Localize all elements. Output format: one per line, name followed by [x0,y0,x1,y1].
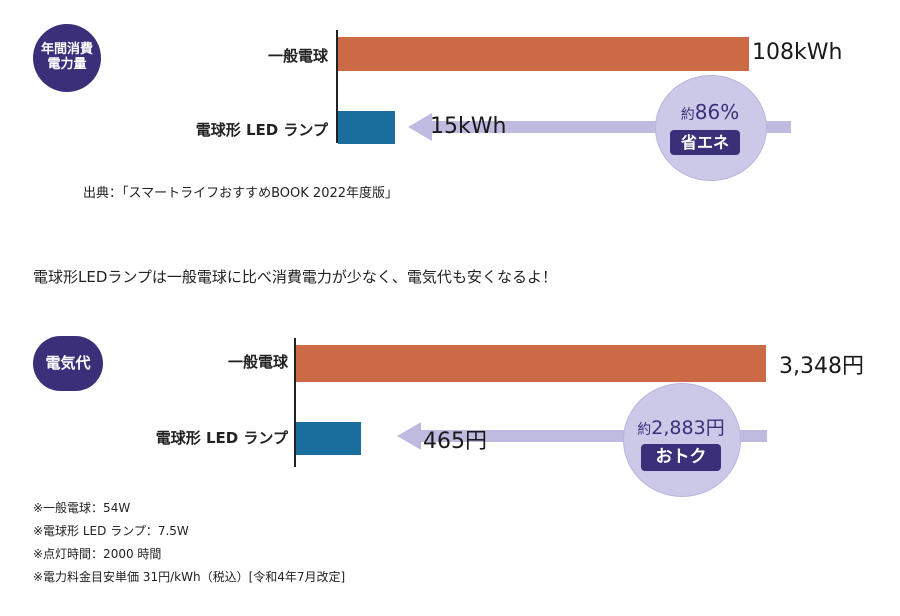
axis-line [294,338,296,467]
savings-bubble [655,75,767,181]
footnote-2: ※電球形 LED ランプ：7.5W [33,524,189,538]
cost-badge: 電気代 [33,336,103,391]
bar-incandescent [296,345,766,382]
savings-prefix: 約 [637,422,652,438]
bar-incandescent [338,37,749,71]
source-citation: 出典：「スマートライフおすすめBOOK 2022年度版」 [83,186,399,201]
category-label-incandescent: 一般電球 [227,353,288,371]
value-label-incandescent: 3,348円 [779,354,864,379]
category-label-led: 電球形 LED ランプ [155,429,288,447]
value-label-led: 465円 [423,429,487,454]
value-label-led: 15kWh [430,114,507,139]
footnote-3: ※点灯時間：2000 時間 [33,547,162,561]
bar-led [296,422,361,455]
axis-line [336,30,338,143]
badge-line-1: 電気代 [45,354,91,373]
value-label-incandescent: 108kWh [752,40,843,65]
badge-line-2: 電力量 [47,57,87,72]
savings-amount: 約86% [655,100,765,124]
badge-line-1: 年間消費 [40,42,93,58]
caption-text: 電球形LEDランプは一般電球に比べ消費電力が少なく、電気代も安くなるよ！ [33,268,557,286]
savings-pill: おトク [641,444,721,471]
savings-prefix: 約 [680,107,695,123]
savings-value: 2,883円 [651,417,725,439]
savings-pill: 省エネ [670,130,740,155]
bar-led [338,111,395,144]
arrow-head [397,422,421,450]
category-label-incandescent: 一般電球 [267,47,328,65]
arrow-head [408,113,432,141]
savings-amount: 約2,883円 [623,413,739,440]
category-label-led: 電球形 LED ランプ [195,121,328,139]
energy-badge: 年間消費 電力量 [33,24,101,92]
savings-bubble [623,383,741,497]
savings-value: 86% [694,100,740,124]
footnote-4: ※電力料金目安単価 31円/kWh（税込）[令和4年7月改定] [33,570,346,584]
footnote-1: ※一般電球：54W [33,501,131,515]
